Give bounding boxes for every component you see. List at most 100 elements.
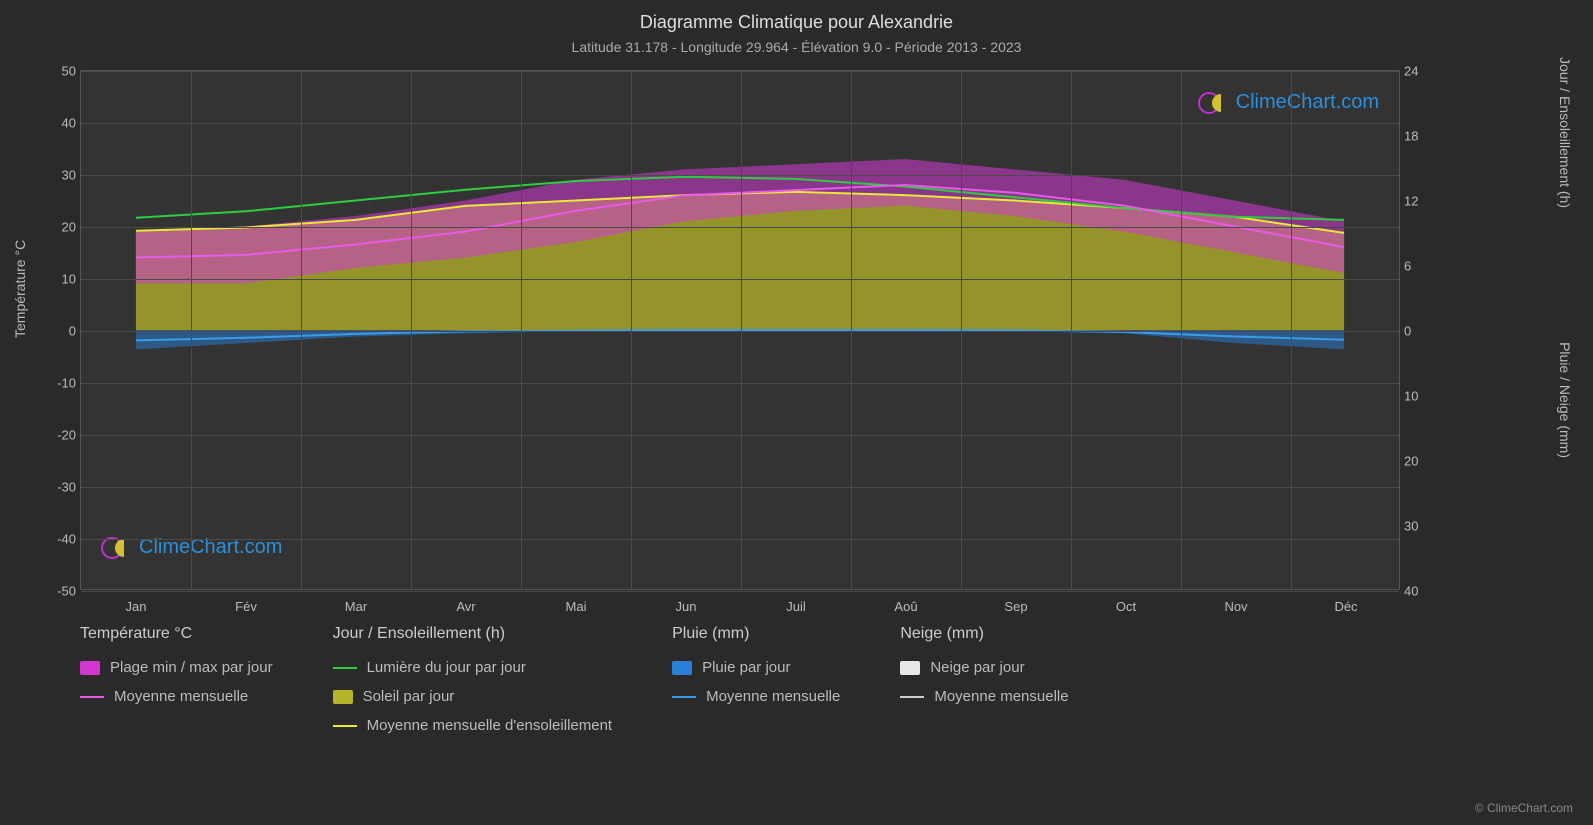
legend-swatch-icon bbox=[900, 696, 924, 698]
y-tick-right-bottom: 20 bbox=[1404, 454, 1434, 469]
watermark-text: ClimeChart.com bbox=[1236, 91, 1379, 114]
daylight-line bbox=[136, 177, 1344, 220]
grid-line-v bbox=[521, 71, 522, 589]
grid-line-v bbox=[851, 71, 852, 589]
legend-item-label: Moyenne mensuelle d'ensoleillement bbox=[367, 717, 613, 734]
legend-swatch-icon bbox=[80, 696, 104, 698]
y-tick-right-top: 24 bbox=[1404, 64, 1434, 79]
y-tick-left: 20 bbox=[41, 220, 76, 235]
x-tick-month: Fév bbox=[235, 599, 257, 614]
y-tick-left: 10 bbox=[41, 272, 76, 287]
grid-line-v bbox=[411, 71, 412, 589]
chart-title: Diagramme Climatique pour Alexandrie bbox=[0, 0, 1593, 33]
legend-header: Température °C bbox=[80, 625, 273, 643]
legend-item-label: Moyenne mensuelle bbox=[114, 688, 248, 705]
grid-line-h bbox=[81, 539, 1399, 540]
y-tick-left: -10 bbox=[41, 376, 76, 391]
y-tick-right-top: 18 bbox=[1404, 129, 1434, 144]
grid-line-h bbox=[81, 487, 1399, 488]
legend-item: Lumière du jour par jour bbox=[333, 659, 613, 676]
x-tick-month: Déc bbox=[1334, 599, 1357, 614]
rain-daily-area bbox=[136, 330, 1344, 349]
x-tick-month: Jun bbox=[676, 599, 697, 614]
y-tick-left: -30 bbox=[41, 480, 76, 495]
grid-line-v bbox=[301, 71, 302, 589]
x-tick-month: Nov bbox=[1224, 599, 1247, 614]
legend-item-label: Moyenne mensuelle bbox=[706, 688, 840, 705]
y-tick-left: 30 bbox=[41, 168, 76, 183]
x-tick-month: Jan bbox=[126, 599, 147, 614]
grid-line-h bbox=[81, 279, 1399, 280]
y-tick-right-top: 12 bbox=[1404, 194, 1434, 209]
legend-item: Plage min / max par jour bbox=[80, 659, 273, 676]
temp-mean-line bbox=[136, 185, 1344, 258]
logo-sun-icon bbox=[115, 539, 133, 557]
legend-header: Pluie (mm) bbox=[672, 625, 840, 643]
legend-column: Neige (mm) Neige par jour Moyenne mensuell… bbox=[900, 625, 1068, 734]
legend: Température °C Plage min / max par jour Mo… bbox=[80, 625, 1400, 734]
legend-item-label: Plage min / max par jour bbox=[110, 659, 273, 676]
grid-line-h bbox=[81, 331, 1399, 332]
legend-swatch-icon bbox=[672, 696, 696, 698]
grid-line-v bbox=[961, 71, 962, 589]
legend-item-label: Moyenne mensuelle bbox=[934, 688, 1068, 705]
grid-line-h bbox=[81, 227, 1399, 228]
y-tick-left: -40 bbox=[41, 532, 76, 547]
legend-header: Neige (mm) bbox=[900, 625, 1068, 643]
grid-line-v bbox=[191, 71, 192, 589]
legend-item: Soleil par jour bbox=[333, 688, 613, 705]
y-axis-right-top-label: Jour / Ensoleillement (h) bbox=[1557, 57, 1573, 208]
logo-sun-icon bbox=[1212, 94, 1230, 112]
legend-item: Moyenne mensuelle bbox=[80, 688, 273, 705]
grid-line-h bbox=[81, 591, 1399, 592]
y-tick-right-top: 0 bbox=[1404, 324, 1434, 339]
legend-item: Moyenne mensuelle bbox=[900, 688, 1068, 705]
grid-line-v bbox=[1071, 71, 1072, 589]
y-tick-right-bottom: 30 bbox=[1404, 519, 1434, 534]
x-tick-month: Aoû bbox=[894, 599, 917, 614]
grid-line-v bbox=[1291, 71, 1292, 589]
sunshine-area bbox=[136, 192, 1344, 330]
legend-item-label: Pluie par jour bbox=[702, 659, 790, 676]
x-tick-month: Avr bbox=[456, 599, 475, 614]
grid-line-h bbox=[81, 383, 1399, 384]
y-tick-right-bottom: 40 bbox=[1404, 584, 1434, 599]
legend-column: Température °C Plage min / max par jour Mo… bbox=[80, 625, 273, 734]
legend-swatch-icon bbox=[333, 690, 353, 704]
y-tick-left: 0 bbox=[41, 324, 76, 339]
legend-swatch-icon bbox=[333, 725, 357, 727]
grid-line-h bbox=[81, 175, 1399, 176]
legend-column: Jour / Ensoleillement (h) Lumière du jour… bbox=[333, 625, 613, 734]
y-tick-left: -20 bbox=[41, 428, 76, 443]
x-tick-month: Juil bbox=[786, 599, 806, 614]
legend-item: Pluie par jour bbox=[672, 659, 840, 676]
x-tick-month: Mar bbox=[345, 599, 367, 614]
legend-column: Pluie (mm) Pluie par jour Moyenne mensuell… bbox=[672, 625, 840, 734]
grid-line-v bbox=[741, 71, 742, 589]
legend-item: Moyenne mensuelle bbox=[672, 688, 840, 705]
legend-swatch-icon bbox=[900, 661, 920, 675]
legend-header: Jour / Ensoleillement (h) bbox=[333, 625, 613, 643]
grid-line-v bbox=[631, 71, 632, 589]
y-axis-left-label: Température °C bbox=[12, 240, 28, 338]
y-tick-left: -50 bbox=[41, 584, 76, 599]
grid-line-v bbox=[1181, 71, 1182, 589]
temp-range-band bbox=[136, 159, 1344, 283]
x-tick-month: Oct bbox=[1116, 599, 1136, 614]
grid-line-h bbox=[81, 123, 1399, 124]
legend-item-label: Soleil par jour bbox=[363, 688, 455, 705]
x-tick-month: Mai bbox=[566, 599, 587, 614]
legend-swatch-icon bbox=[333, 667, 357, 669]
legend-item-label: Lumière du jour par jour bbox=[367, 659, 526, 676]
chart-container: Diagramme Climatique pour Alexandrie Lat… bbox=[0, 0, 1593, 825]
data-svg-layer bbox=[81, 71, 1399, 589]
y-tick-right-bottom: 10 bbox=[1404, 389, 1434, 404]
y-axis-right-bottom-label: Pluie / Neige (mm) bbox=[1557, 342, 1573, 458]
legend-swatch-icon bbox=[672, 661, 692, 675]
legend-item-label: Neige par jour bbox=[930, 659, 1024, 676]
watermark-top: ClimeChart.com bbox=[1198, 91, 1379, 114]
legend-item: Moyenne mensuelle d'ensoleillement bbox=[333, 717, 613, 734]
x-tick-month: Sep bbox=[1004, 599, 1027, 614]
y-tick-right-top: 6 bbox=[1404, 259, 1434, 274]
grid-line-h bbox=[81, 435, 1399, 436]
